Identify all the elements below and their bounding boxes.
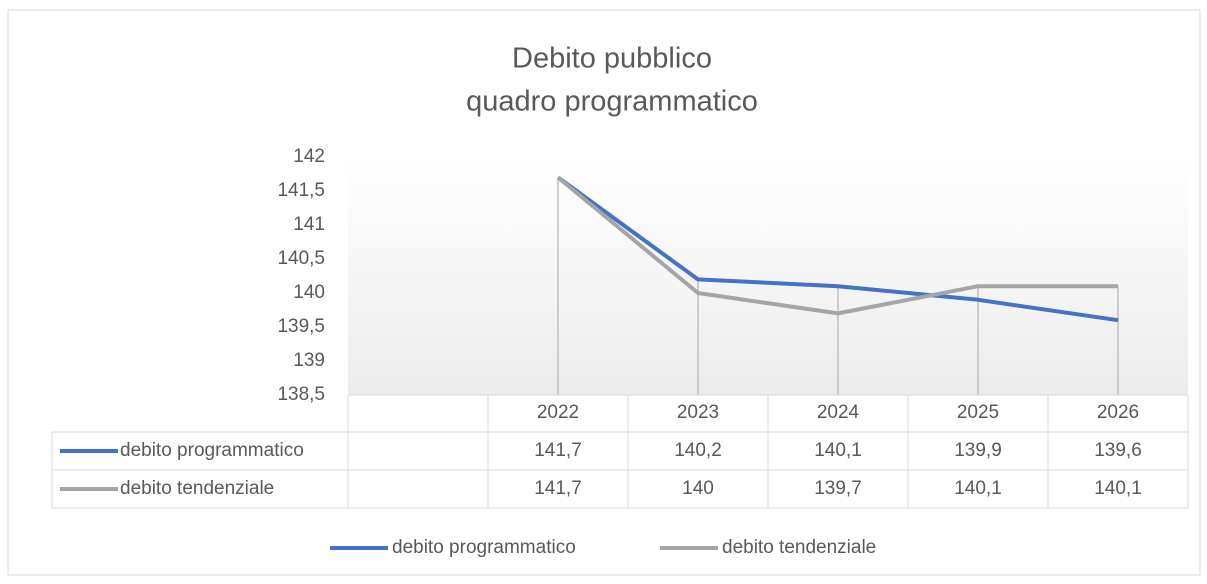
y-tick-label: 139,5 <box>277 316 325 337</box>
chart-title: Debito pubblico <box>512 43 712 75</box>
x-tick-label: 2023 <box>677 402 719 423</box>
y-tick-label: 140 <box>293 282 325 303</box>
table-cell: 140,1 <box>1094 478 1142 499</box>
table-cell: 140,2 <box>674 440 722 461</box>
y-tick-label: 140,5 <box>277 248 325 269</box>
x-tick-label: 2024 <box>817 402 860 423</box>
plot-area <box>348 157 1188 395</box>
table-cell: 139,9 <box>954 440 1002 461</box>
table-row-label: debito programmatico <box>120 440 304 461</box>
table-cell: 140,1 <box>954 478 1002 499</box>
y-tick-label: 141 <box>293 214 325 235</box>
legend-label: debito tendenziale <box>722 537 876 558</box>
y-tick-label: 139 <box>293 350 325 371</box>
table-cell: 139,6 <box>1094 440 1142 461</box>
series-line <box>556 175 1118 316</box>
table-cell: 141,7 <box>534 478 582 499</box>
chart-subtitle: quadro programmatico <box>466 86 758 118</box>
y-tick-label: 141,5 <box>277 180 325 201</box>
table-cell: 141,7 <box>534 440 582 461</box>
x-tick-label: 2022 <box>537 402 579 423</box>
table-cell: 139,7 <box>814 478 862 499</box>
table-row-label: debito tendenziale <box>120 478 274 499</box>
table-cell: 140 <box>682 478 714 499</box>
y-tick-label: 138,5 <box>277 384 325 405</box>
legend-label: debito programmatico <box>392 537 576 558</box>
table-cell: 140,1 <box>814 440 862 461</box>
x-tick-label: 2026 <box>1097 402 1139 423</box>
x-tick-label: 2025 <box>957 402 999 423</box>
y-tick-label: 142 <box>293 146 325 167</box>
series-line <box>556 175 1119 323</box>
